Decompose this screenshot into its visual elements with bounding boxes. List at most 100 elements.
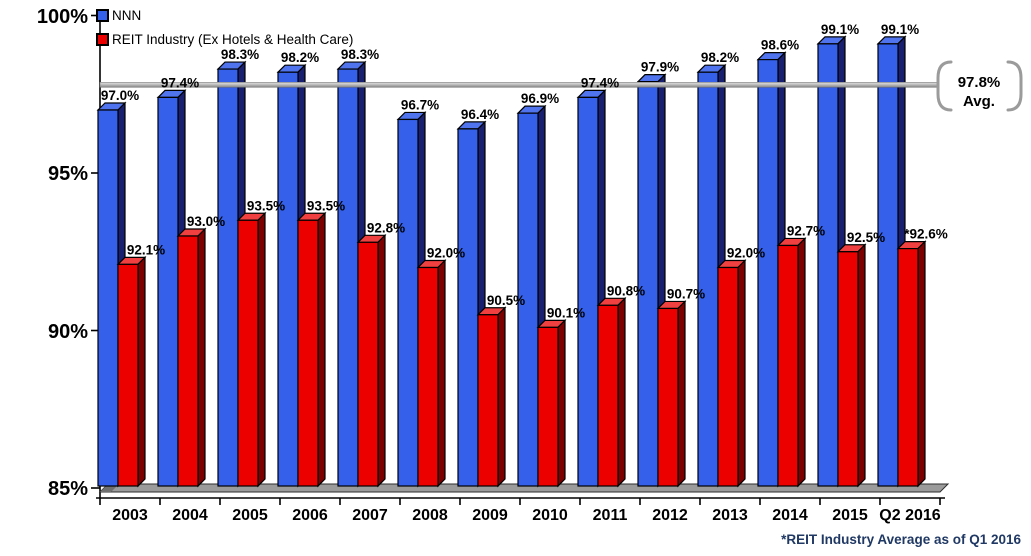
bar-nnn-2007 <box>337 68 359 487</box>
bar-label-reit-Q2 2016: *92.6% <box>904 227 948 242</box>
bar-reit-2008 <box>417 266 439 487</box>
x-tick-label-2015: 2015 <box>832 507 868 524</box>
bar-label-nnn-2013: 98.2% <box>701 50 739 65</box>
bar-label-nnn-2005: 98.3% <box>221 47 259 62</box>
x-tick-label-2009: 2009 <box>472 507 508 524</box>
x-tick-label-2003: 2003 <box>112 507 148 524</box>
bar-label-nnn-2010: 96.9% <box>521 91 559 106</box>
bar-label-reit-2007: 92.8% <box>367 220 405 235</box>
bar-label-reit-2011: 90.8% <box>607 283 645 298</box>
bar-label-nnn-2015: 99.1% <box>821 22 859 37</box>
bar-nnn-2009 <box>457 128 479 487</box>
legend-item-reit: REIT Industry (Ex Hotels & Health Care) <box>96 27 353 51</box>
bar-label-nnn-2006: 98.2% <box>281 50 319 65</box>
bar-reit-2008-side <box>437 259 446 488</box>
bar-label-nnn-Q2 2016: 99.1% <box>881 22 919 37</box>
bar-label-nnn-2009: 96.4% <box>461 107 499 122</box>
bar-label-nnn-2012: 97.9% <box>641 60 679 75</box>
bar-label-reit-2013: 92.0% <box>727 246 765 261</box>
bar-nnn-2013 <box>697 71 719 487</box>
x-tick-label-2014: 2014 <box>772 507 808 524</box>
bar-label-nnn-2007: 98.3% <box>341 47 379 62</box>
bar-nnn-Q2 2016 <box>877 43 899 487</box>
x-tick-label-2005: 2005 <box>232 507 268 524</box>
average-line <box>99 82 939 88</box>
bar-reit-2003 <box>117 263 139 487</box>
bar-reit-2011-side <box>617 296 626 488</box>
x-tick-label-2008: 2008 <box>412 507 448 524</box>
avg-bracket-left-icon <box>936 60 953 112</box>
y-tick-label-90: 90% <box>48 321 88 343</box>
reit-swatch-icon <box>96 32 109 46</box>
y-tick-label-100: 100% <box>37 6 88 28</box>
bar-nnn-2004 <box>157 96 179 487</box>
bar-label-reit-2009: 90.5% <box>487 293 525 308</box>
footnote: *REIT Industry Average as of Q1 2016 <box>781 532 1021 547</box>
avg-bracket-right-icon <box>1006 60 1023 112</box>
bar-nnn-2014 <box>757 58 779 487</box>
x-tick-label-2011: 2011 <box>593 507 628 524</box>
bar-label-reit-2004: 93.0% <box>187 214 225 229</box>
x-tick-label-2007: 2007 <box>352 507 388 524</box>
bar-label-reit-2014: 92.7% <box>787 223 825 238</box>
bar-nnn-2003 <box>97 109 119 487</box>
bar-nnn-2008 <box>397 118 419 487</box>
bar-label-nnn-2008: 96.7% <box>401 97 439 112</box>
plot-area: 2003 2004 2005 2006 2007 2008 2009 2010 2011 2012… <box>91 14 1023 524</box>
x-tick-label-2010: 2010 <box>532 507 568 524</box>
bar-label-nnn-2003: 97.0% <box>101 88 139 103</box>
legend-label-nnn: NNN <box>112 7 142 23</box>
bar-reit-2004 <box>177 235 199 487</box>
bar-nnn-2011 <box>577 96 599 487</box>
x-tick-label-2006: 2006 <box>292 507 328 524</box>
y-tick-label-95: 95% <box>48 163 88 185</box>
bar-nnn-2015 <box>817 43 839 487</box>
bar-reit-Q2 2016-side <box>917 240 926 488</box>
bar-nnn-2012 <box>637 81 659 487</box>
bar-label-reit-2005: 93.5% <box>247 198 285 213</box>
bar-reit-2009 <box>477 314 499 487</box>
bar-reit-2003-side <box>137 255 146 488</box>
bar-reit-2006 <box>297 219 319 487</box>
bar-nnn-2006 <box>277 71 299 487</box>
x-tick-label-Q2 2016: Q2 2016 <box>879 507 940 524</box>
bar-label-reit-2010: 90.1% <box>547 305 585 320</box>
avg-value-label: 97.8% <box>958 74 1001 91</box>
legend-label-reit: REIT Industry (Ex Hotels & Health Care) <box>112 31 354 47</box>
bar-reit-2005-side <box>257 211 266 488</box>
bar-reit-2012 <box>657 307 679 487</box>
bar-label-reit-2003: 92.1% <box>127 242 165 257</box>
bar-reit-2013-side <box>737 259 746 488</box>
x-tick-label-2004: 2004 <box>172 507 208 524</box>
bar-reit-2015-side <box>857 243 866 488</box>
bar-label-nnn-2011: 97.4% <box>581 75 619 90</box>
bar-reit-2014-side <box>797 237 806 488</box>
bar-reit-2007-side <box>377 233 386 488</box>
bar-label-reit-2012: 90.7% <box>667 286 705 301</box>
bar-label-nnn-2014: 98.6% <box>761 38 799 53</box>
bar-nnn-2005 <box>217 68 239 487</box>
bar-nnn-2010 <box>517 112 539 487</box>
bar-reit-2005 <box>237 219 259 487</box>
y-tick-label-85: 85% <box>48 478 88 500</box>
bar-reit-2014 <box>777 244 799 487</box>
bar-reit-2007 <box>357 241 379 487</box>
bar-label-reit-2006: 93.5% <box>307 198 345 213</box>
x-tick-label-2012: 2012 <box>652 507 688 524</box>
legend: NNN REIT Industry (Ex Hotels & Health Ca… <box>96 3 353 51</box>
bar-reit-2004-side <box>197 227 206 488</box>
bar-reit-2011 <box>597 304 619 487</box>
bar-label-reit-2008: 92.0% <box>427 246 465 261</box>
bar-reit-2015 <box>837 251 859 487</box>
bar-reit-2013 <box>717 266 739 487</box>
bar-reit-Q2 2016 <box>897 248 919 487</box>
x-tick-label-2013: 2013 <box>712 507 748 524</box>
legend-item-nnn: NNN <box>96 3 353 27</box>
bar-reit-2012-side <box>677 300 686 488</box>
bar-label-nnn-2004: 97.4% <box>161 75 199 90</box>
nnn-swatch-icon <box>96 8 109 22</box>
bar-reit-2010 <box>537 326 559 487</box>
bar-reit-2006-side <box>317 211 326 488</box>
